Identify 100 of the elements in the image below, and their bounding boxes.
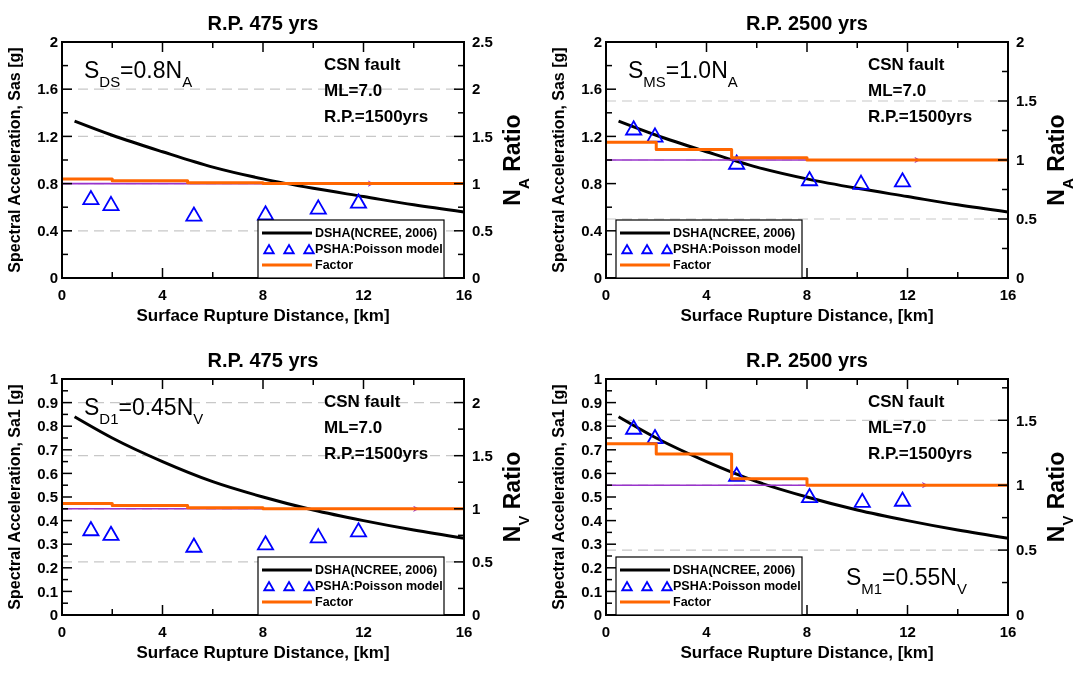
chart-title: R.P. 2500 yrs xyxy=(746,349,868,371)
y-tick-label: 1.6 xyxy=(581,80,602,98)
y2-tick-label: 2 xyxy=(1016,33,1025,51)
x-tick-label: 12 xyxy=(899,623,916,640)
annotation: ML=7.0 xyxy=(324,418,383,437)
y2-tick-label: 1 xyxy=(472,174,481,192)
annotation: S$_{D1}$=0.45N$_{V}$ xyxy=(84,394,204,427)
y-tick-label: 0.4 xyxy=(581,222,603,240)
y-tick-label: 0.9 xyxy=(581,393,602,411)
annotation: R.P.=1500yrs xyxy=(868,444,973,463)
y2-tick-label: 0.5 xyxy=(1016,210,1037,228)
y-axis-title: Spectral Acceleration, Sas [g] xyxy=(550,47,567,273)
x-tick-label: 12 xyxy=(355,623,372,640)
y2-tick-label: 1 xyxy=(1016,151,1025,169)
y-tick-label: 0.2 xyxy=(37,559,58,577)
legend-label: DSHA(NCREE, 2006) xyxy=(673,563,796,578)
y2-tick-label: 0.5 xyxy=(1016,541,1037,559)
y-tick-label: 0.8 xyxy=(581,417,602,435)
y-tick-label: 0 xyxy=(49,606,58,624)
y-tick-label: 1.2 xyxy=(581,127,602,145)
y-tick-label: 0 xyxy=(593,606,602,624)
x-axis-title: Surface Rupture Distance, [km] xyxy=(680,306,934,325)
y2-tick-label: 0.5 xyxy=(472,553,493,571)
y-tick-label: 0.1 xyxy=(581,582,602,600)
y2-tick-label: 1.5 xyxy=(472,446,493,464)
y2-tick-label: 0.5 xyxy=(472,222,493,240)
y-tick-label: 1.6 xyxy=(37,80,58,98)
y-tick-label: 0.2 xyxy=(581,559,602,577)
x-tick-label: 12 xyxy=(355,286,372,303)
y-axis-title: Spectral Acceleration, Sa1 [g] xyxy=(550,384,567,610)
y2-tick-label: 1.5 xyxy=(472,127,493,145)
x-tick-label: 8 xyxy=(258,286,268,303)
chart-title: R.P. 475 yrs xyxy=(207,349,319,371)
y-tick-label: 1.2 xyxy=(37,127,58,145)
y-tick-label: 0.6 xyxy=(581,464,602,482)
annotation: R.P.=1500yrs xyxy=(868,107,973,126)
annotation: CSN fault xyxy=(868,55,945,74)
y2-tick-label: 1.5 xyxy=(1016,92,1037,110)
y-tick-label: 0.1 xyxy=(37,582,58,600)
legend-label: PSHA:Poisson model xyxy=(315,579,443,594)
y-tick-label: 0.3 xyxy=(581,535,602,553)
y-tick-label: 0.3 xyxy=(37,535,58,553)
x-tick-label: 16 xyxy=(455,286,473,303)
y-tick-label: 2 xyxy=(593,33,602,51)
y-tick-label: 0.8 xyxy=(37,417,58,435)
y2-tick-label: 0 xyxy=(1016,269,1025,287)
legend-label: Factor xyxy=(315,258,354,273)
chart-title: R.P. 475 yrs xyxy=(207,12,319,34)
y2-tick-label: 2 xyxy=(472,80,481,98)
y2-tick-label: 1.5 xyxy=(1016,411,1037,429)
y-axis-title: Spectral Acceleration, Sas [g] xyxy=(6,47,23,273)
annotation: R.P.=1500yrs xyxy=(324,444,429,463)
y2-tick-label: 2 xyxy=(472,393,481,411)
x-tick-label: 4 xyxy=(158,623,168,640)
y-axis-title: Spectral Acceleration, Sa1 [g] xyxy=(6,384,23,610)
x-tick-label: 4 xyxy=(702,286,712,303)
y-tick-label: 0 xyxy=(49,269,58,287)
legend-label: Factor xyxy=(315,595,354,610)
legend-label: PSHA:Poisson model xyxy=(315,242,443,257)
x-axis-title: Surface Rupture Distance, [km] xyxy=(136,306,390,325)
y-tick-label: 0.9 xyxy=(37,393,58,411)
x-tick-label: 8 xyxy=(258,623,268,640)
x-axis-title: Surface Rupture Distance, [km] xyxy=(680,643,934,662)
y2-tick-label: 1 xyxy=(1016,476,1025,494)
y-tick-label: 0.4 xyxy=(581,511,603,529)
y-tick-label: 0.4 xyxy=(37,511,59,529)
y-tick-label: 1 xyxy=(593,370,602,388)
y2-tick-label: 0 xyxy=(472,269,481,287)
annotation: CSN fault xyxy=(868,392,945,411)
annotation: ML=7.0 xyxy=(324,81,383,100)
annotation: S$_{MS}$=1.0N$_{A}$ xyxy=(628,57,738,90)
x-axis-title: Surface Rupture Distance, [km] xyxy=(136,643,390,662)
legend-label: Factor xyxy=(673,258,712,273)
chart-title: R.P. 2500 yrs xyxy=(746,12,868,34)
annotation: ML=7.0 xyxy=(868,81,927,100)
x-tick-label: 12 xyxy=(899,286,916,303)
x-tick-label: 8 xyxy=(802,623,812,640)
y2-tick-label: 2.5 xyxy=(472,33,493,51)
annotation: S$_{M1}$=0.55N$_{V}$ xyxy=(846,564,967,597)
legend-label: PSHA:Poisson model xyxy=(673,242,801,257)
y-tick-label: 0.8 xyxy=(581,174,602,192)
annotation: R.P.=1500yrs xyxy=(324,107,429,126)
x-tick-label: 4 xyxy=(702,623,712,640)
y-tick-label: 0.7 xyxy=(581,441,602,459)
annotation: ML=7.0 xyxy=(868,418,927,437)
annotation: CSN fault xyxy=(324,392,401,411)
legend-label: PSHA:Poisson model xyxy=(673,579,801,594)
y-tick-label: 0.4 xyxy=(37,222,59,240)
y-tick-label: 0.5 xyxy=(37,488,58,506)
y-tick-label: 0.5 xyxy=(581,488,602,506)
legend-label: DSHA(NCREE, 2006) xyxy=(673,226,796,241)
y-tick-label: 1 xyxy=(49,370,58,388)
annotation: S$_{DS}$=0.8N$_{A}$ xyxy=(84,57,193,90)
legend-label: Factor xyxy=(673,595,712,610)
x-tick-label: 16 xyxy=(999,286,1017,303)
legend-label: DSHA(NCREE, 2006) xyxy=(315,563,438,578)
x-tick-label: 16 xyxy=(999,623,1017,640)
y-tick-label: 0.7 xyxy=(37,441,58,459)
y-tick-label: 0.8 xyxy=(37,174,58,192)
x-tick-label: 16 xyxy=(455,623,473,640)
